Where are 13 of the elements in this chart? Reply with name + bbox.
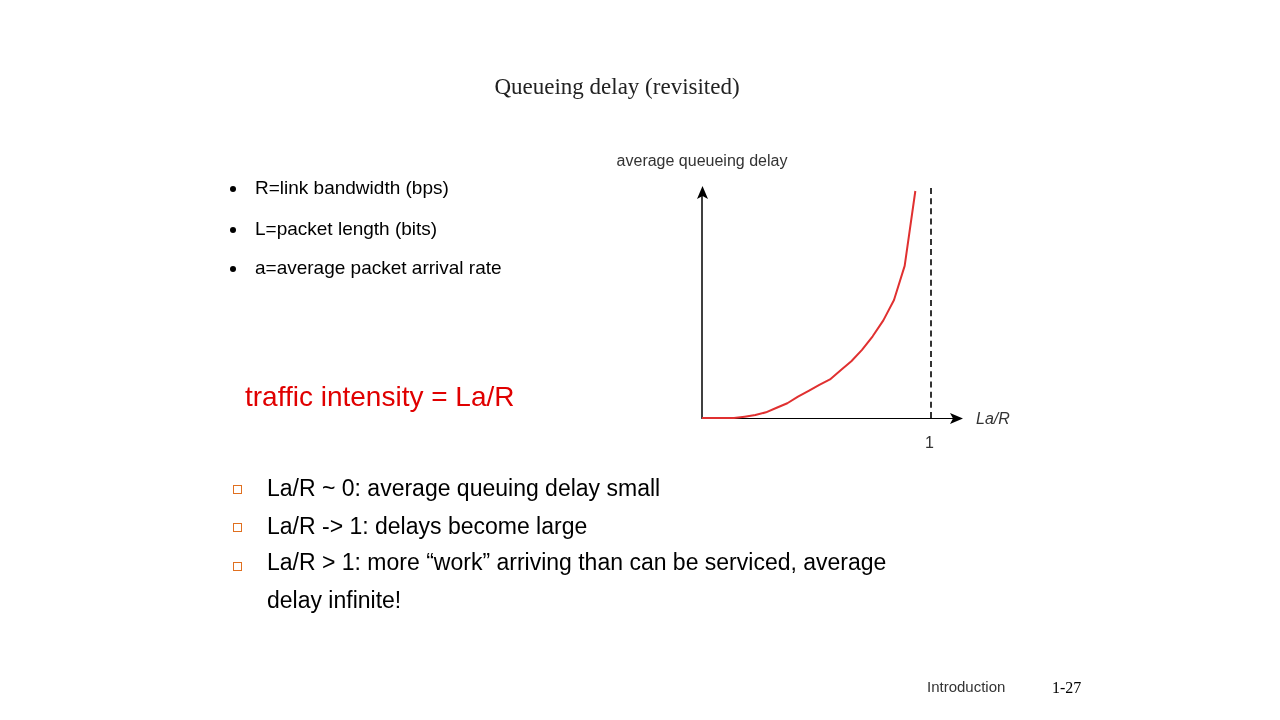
text: a=average packet arrival rate	[255, 257, 502, 279]
text: 1-27	[1052, 679, 1082, 697]
text: La/R -> 1: delays become large	[267, 513, 588, 540]
chart-title: Queueing delay (revisited)	[493, 74, 741, 100]
text: Introduction	[927, 678, 1006, 695]
text: 1	[925, 434, 934, 452]
y-axis-title: average queueing delay	[616, 151, 788, 169]
text: traffic intensity = La/R	[245, 381, 515, 413]
x-axis-title: La/R	[976, 409, 1011, 427]
text: L=packet length (bits)	[255, 218, 438, 240]
text: La/R ~ 0: average queuing delay small	[267, 475, 661, 502]
text: R=link bandwidth (bps)	[255, 177, 449, 199]
text: La/R > 1: more “work” arriving than can be serviced, average delay infinite!	[267, 548, 888, 615]
